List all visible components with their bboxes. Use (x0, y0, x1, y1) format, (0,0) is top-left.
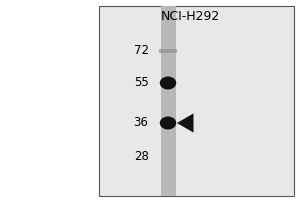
Text: 36: 36 (134, 116, 148, 130)
FancyBboxPatch shape (159, 49, 177, 53)
Ellipse shape (160, 76, 176, 90)
FancyBboxPatch shape (99, 6, 294, 196)
Text: 72: 72 (134, 45, 148, 58)
Text: 55: 55 (134, 76, 148, 90)
Polygon shape (177, 113, 194, 133)
Ellipse shape (160, 116, 176, 130)
Text: NCI-H292: NCI-H292 (161, 10, 220, 23)
Text: 28: 28 (134, 150, 148, 164)
FancyBboxPatch shape (160, 6, 175, 196)
